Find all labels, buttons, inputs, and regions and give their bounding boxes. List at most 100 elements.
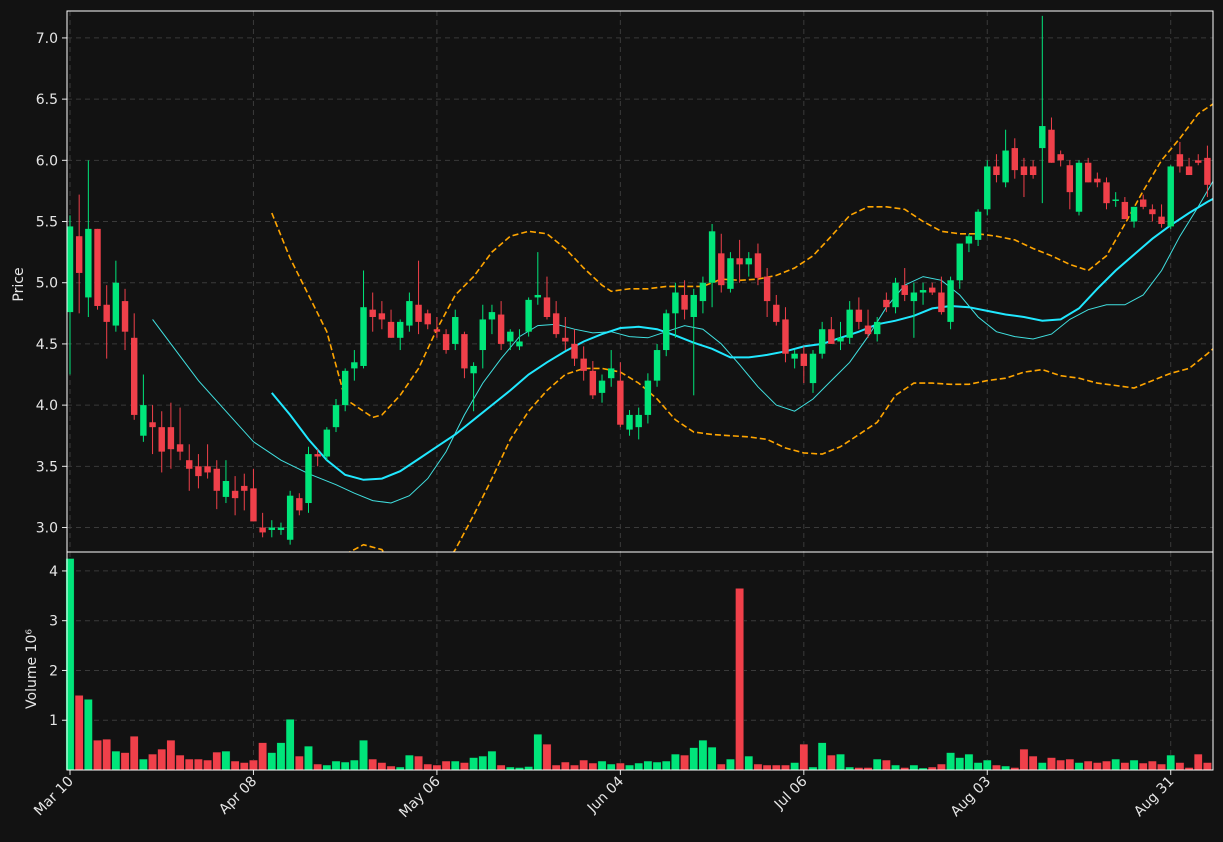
- volume-bar: [194, 758, 203, 771]
- volume-bar: [597, 760, 607, 771]
- candle-body: [828, 329, 835, 344]
- candle-body: [1176, 154, 1184, 167]
- volume-bar: [1074, 762, 1084, 771]
- candle-body: [681, 294, 688, 310]
- volume-bar: [1047, 757, 1056, 771]
- volume-bar: [790, 762, 799, 771]
- candle-body: [534, 294, 542, 298]
- candle-body: [626, 414, 633, 430]
- candle-body: [470, 365, 477, 374]
- candle-body: [286, 495, 294, 540]
- candle-body: [369, 309, 376, 317]
- volume-panel-frame: [66, 551, 1214, 771]
- volume-bar: [313, 763, 322, 771]
- candle-body: [1121, 201, 1129, 220]
- candle-body: [718, 253, 725, 286]
- candle-body: [231, 490, 239, 499]
- volume-bar: [716, 763, 726, 771]
- x-tick-label: Aug 31: [1131, 774, 1177, 820]
- candle-body: [855, 309, 863, 322]
- volume-bar: [606, 763, 616, 771]
- candle-body: [938, 292, 945, 313]
- volume-bar: [909, 764, 919, 771]
- volume-bar: [478, 755, 488, 771]
- volume-bar: [386, 765, 396, 771]
- volume-bar: [1120, 762, 1130, 771]
- bollinger-bands: [271, 103, 1213, 552]
- volume-bar: [946, 752, 955, 771]
- volume-bar: [781, 764, 790, 771]
- candle-body: [699, 282, 707, 302]
- candle-body: [901, 285, 908, 295]
- volume-bar: [1019, 748, 1029, 771]
- volume-bar: [707, 746, 717, 771]
- volume-bar: [827, 754, 836, 771]
- candle-body: [644, 380, 652, 415]
- candle-body: [598, 380, 606, 393]
- candle-body: [112, 282, 120, 326]
- volume-tick-label: 2: [49, 663, 58, 679]
- candle-body: [488, 312, 496, 320]
- candle-body: [1204, 157, 1211, 185]
- volume-bar: [560, 761, 570, 771]
- candle-body: [754, 253, 762, 278]
- price-tick-label: 6.0: [36, 153, 58, 169]
- candle-body: [974, 211, 982, 240]
- candle-body: [268, 527, 276, 530]
- volume-bar: [982, 759, 992, 771]
- volume-bar: [817, 742, 827, 771]
- candle-body: [1185, 166, 1193, 176]
- candle-body: [140, 405, 147, 436]
- volume-bar: [111, 750, 121, 771]
- volume-bar: [405, 754, 414, 771]
- candle-body: [387, 321, 395, 338]
- candle-body: [818, 329, 826, 354]
- bollinger-lower-line: [348, 347, 1213, 552]
- volume-bar: [84, 699, 93, 771]
- bollinger-upper-line: [271, 103, 1213, 419]
- volume-bar: [689, 747, 699, 771]
- volume-bar: [1166, 754, 1176, 771]
- volume-bar: [221, 750, 231, 771]
- candle-body: [800, 353, 808, 366]
- candle-body: [1066, 165, 1074, 193]
- candle-body: [727, 258, 734, 289]
- volume-bar: [1083, 760, 1093, 771]
- moving-averages: [152, 180, 1213, 504]
- volume-bar: [762, 764, 772, 771]
- volume-bar: [698, 739, 708, 771]
- grid-layer: [67, 11, 1213, 770]
- volume-bar: [414, 755, 423, 771]
- volume-bar: [450, 760, 460, 771]
- volume-bar: [533, 733, 543, 771]
- candle-body: [149, 422, 156, 428]
- long-moving-average-line: [271, 197, 1213, 481]
- candle-body: [562, 337, 569, 342]
- candle-body: [305, 454, 312, 504]
- volume-bar: [955, 757, 965, 771]
- candle-body: [947, 280, 954, 322]
- volume-bar: [891, 764, 900, 771]
- volume-bar: [469, 757, 478, 771]
- volume-bar: [1148, 760, 1157, 771]
- candle-body: [250, 488, 257, 522]
- candle-body: [653, 350, 661, 381]
- volume-bar: [74, 695, 84, 771]
- candle-body: [910, 292, 918, 302]
- volume-bar: [661, 760, 671, 771]
- volume-tick-label: 4: [49, 564, 58, 580]
- volume-bar: [1093, 762, 1102, 771]
- price-axis-label: Price: [11, 267, 27, 301]
- candle-body: [1139, 199, 1147, 207]
- volume-bar: [460, 762, 469, 771]
- candle-body: [993, 166, 1000, 176]
- volume-bar: [1111, 758, 1121, 771]
- candle-body: [66, 226, 74, 313]
- x-tick-label: Mar 10: [31, 774, 77, 820]
- volume-bar: [1157, 763, 1166, 771]
- candle-body: [782, 319, 789, 354]
- candle-body: [736, 258, 743, 265]
- volume-bar: [230, 760, 240, 771]
- volume-bar: [799, 743, 809, 771]
